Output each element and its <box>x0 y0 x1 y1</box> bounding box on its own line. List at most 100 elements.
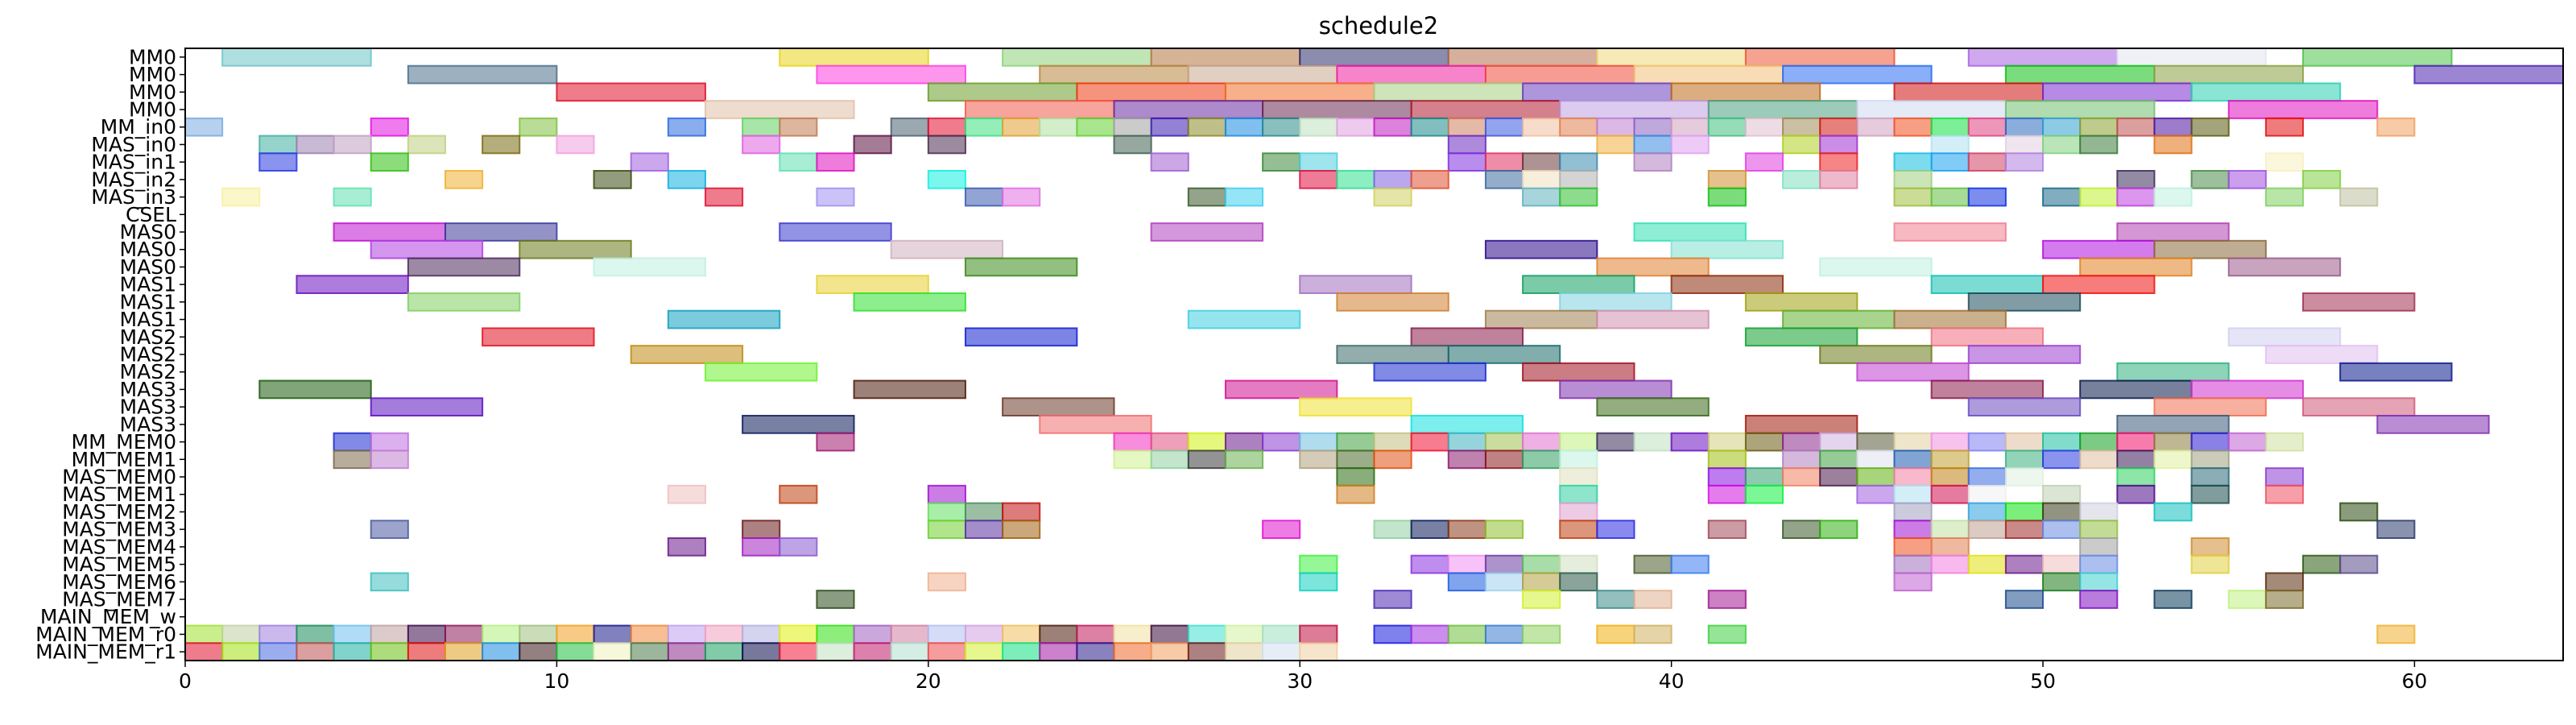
task-bar <box>1633 432 1673 452</box>
y-tick-label: MAIN_MEM_w <box>40 605 176 628</box>
task-bar <box>964 187 1004 207</box>
task-bar <box>964 117 1004 137</box>
task-bar <box>2079 554 2119 574</box>
task-bar <box>1410 170 1449 189</box>
task-bar <box>2079 537 2119 557</box>
task-bar <box>853 624 892 644</box>
task-bar <box>2302 170 2342 189</box>
task-bar <box>1559 484 1598 504</box>
task-bar <box>1633 222 1747 242</box>
task-bar <box>1522 432 1561 452</box>
task-bar <box>2190 467 2230 487</box>
task-bar <box>2339 362 2453 382</box>
task-bar <box>370 397 484 416</box>
task-bar <box>927 170 966 189</box>
task-bar <box>1596 590 1635 609</box>
task-bar <box>1893 170 1933 189</box>
task-bar <box>407 257 521 277</box>
task-bar <box>1299 450 1338 470</box>
task-bar <box>1484 572 1524 592</box>
y-tick-label: MM0 <box>129 63 176 86</box>
task-bar <box>1076 82 1226 102</box>
task-bar <box>1187 64 1338 85</box>
task-bar <box>1633 624 1673 644</box>
x-tick-label: 10 <box>544 669 570 693</box>
task-bar <box>1856 467 1896 487</box>
task-bar <box>1856 484 1896 504</box>
task-bar <box>853 642 892 661</box>
task-bar <box>1559 379 1673 400</box>
task-bar <box>1113 624 1152 644</box>
task-bar <box>1150 624 1189 644</box>
task-bar <box>1596 117 1635 137</box>
task-bar <box>1782 309 1896 329</box>
task-bar <box>2227 257 2342 277</box>
task-bar <box>1930 554 1970 574</box>
task-bar <box>2004 432 2045 452</box>
task-bar <box>2004 502 2045 522</box>
task-bar <box>2153 590 2193 609</box>
task-bar <box>742 415 855 434</box>
task-bar <box>1522 152 1561 172</box>
task-bar <box>704 642 744 661</box>
task-bar <box>2042 82 2193 102</box>
y-tick-label: MAS0 <box>120 238 176 261</box>
task-bar <box>853 379 966 400</box>
task-bar <box>964 642 1004 661</box>
task-bar <box>1150 117 1189 137</box>
task-bar <box>964 327 1078 347</box>
task-bar <box>2302 397 2416 416</box>
task-bar <box>1893 432 1933 452</box>
task-bar <box>742 537 781 557</box>
task-bar <box>2042 520 2082 539</box>
y-tick-label: MAS_MEM6 <box>62 570 176 594</box>
task-bar <box>704 624 744 644</box>
task-bar <box>1113 432 1152 452</box>
task-bar <box>1076 117 1115 137</box>
task-bar <box>853 135 892 155</box>
task-bar <box>630 152 669 172</box>
task-bar <box>2190 170 2230 189</box>
task-bar <box>221 624 261 644</box>
task-bar <box>1596 624 1635 644</box>
task-bar <box>2079 502 2119 522</box>
task-bar <box>1447 432 1486 452</box>
task-bar <box>1336 64 1486 85</box>
task-bar <box>482 135 521 155</box>
task-bar <box>2227 100 2379 119</box>
task-bar <box>221 48 372 67</box>
task-bar <box>704 362 818 382</box>
task-bar <box>1373 432 1412 452</box>
task-bar <box>630 624 669 644</box>
task-bar <box>1002 117 1041 137</box>
task-bar <box>184 642 224 661</box>
task-bar <box>1299 152 1338 172</box>
task-bar <box>2004 554 2045 574</box>
task-bar <box>1670 135 1710 155</box>
task-bar <box>1373 624 1412 644</box>
task-bar <box>370 624 409 644</box>
task-bar <box>2227 432 2267 452</box>
task-bar <box>1447 572 1486 592</box>
task-bar <box>2042 432 2082 452</box>
task-bar <box>1522 275 1635 294</box>
task-bar <box>1002 187 1041 207</box>
task-bar <box>556 624 595 644</box>
task-bar <box>2004 64 2156 85</box>
task-bar <box>779 642 818 661</box>
task-bar <box>1299 572 1338 592</box>
task-bar <box>407 292 521 312</box>
task-bar <box>1559 450 1598 470</box>
x-axis-ticks: 0 10 20 30 40 50 60 <box>179 661 2427 693</box>
task-bar <box>1002 624 1041 644</box>
task-bar <box>1299 432 1338 452</box>
task-bar <box>370 117 409 137</box>
task-bar <box>1930 117 1970 137</box>
task-bar <box>1150 152 1189 172</box>
task-bar <box>1782 135 1821 155</box>
task-bar <box>1224 187 1264 207</box>
task-bar <box>927 135 966 155</box>
task-bar <box>2116 362 2230 382</box>
task-bar <box>1187 117 1226 137</box>
task-bar <box>2042 275 2156 294</box>
